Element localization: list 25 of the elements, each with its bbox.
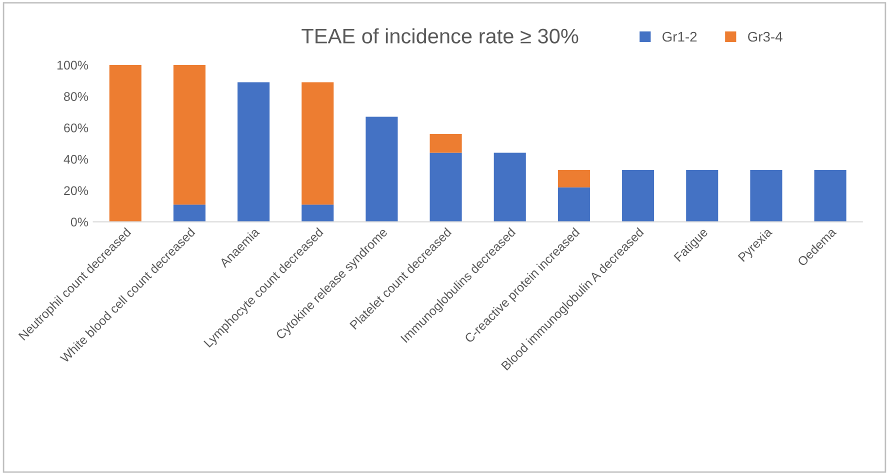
bar — [430, 134, 462, 153]
chart-title: TEAE of incidence rate ≥ 30% — [302, 28, 578, 44]
y-tick-label: 40% — [64, 154, 88, 164]
bar — [814, 170, 846, 222]
bar — [302, 204, 334, 222]
legend-label: Gr1-2 — [662, 32, 697, 42]
bar — [173, 204, 206, 222]
bar — [750, 170, 782, 222]
y-tick-label: 80% — [64, 92, 88, 101]
bar — [686, 170, 718, 222]
legend-label: Gr3-4 — [748, 32, 782, 42]
y-tick-label: 0% — [70, 218, 88, 226]
bar — [558, 187, 590, 222]
bar — [109, 64, 142, 222]
bar — [238, 82, 270, 222]
y-tick-label: 20% — [64, 186, 88, 196]
bar — [430, 152, 462, 222]
bar — [173, 64, 206, 205]
bar — [558, 170, 590, 188]
y-tick-label: 100% — [57, 60, 88, 70]
bar — [494, 152, 526, 222]
bar — [622, 170, 654, 222]
bar — [366, 116, 398, 222]
bar — [302, 82, 334, 205]
y-tick-label: 60% — [64, 123, 88, 132]
